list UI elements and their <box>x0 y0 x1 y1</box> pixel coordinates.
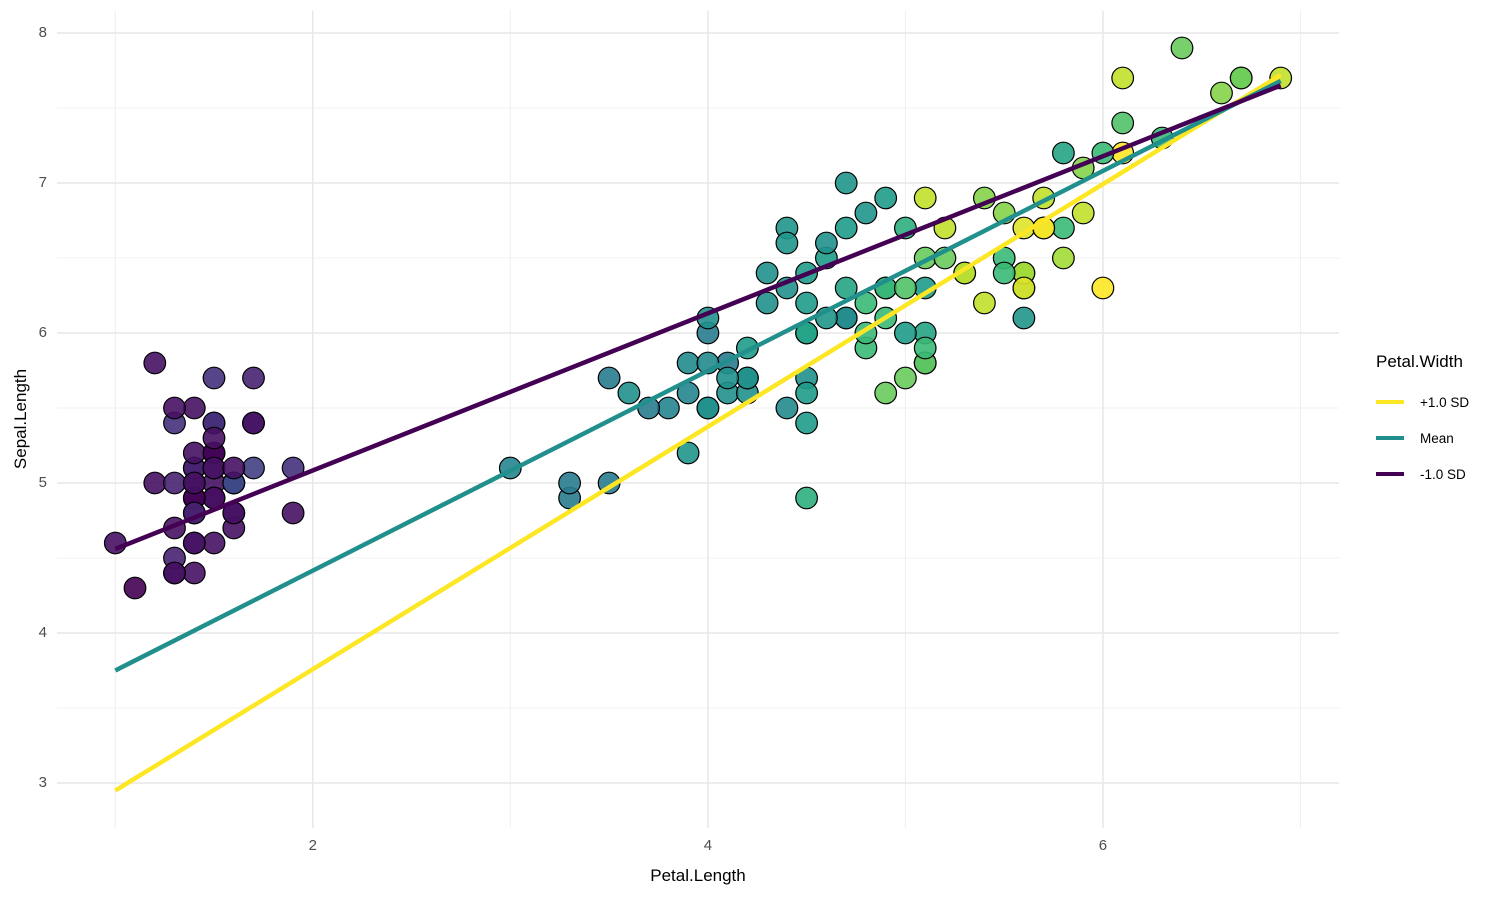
data-point <box>1091 276 1115 300</box>
data-point <box>617 381 641 405</box>
data-point <box>1051 141 1075 165</box>
data-point <box>775 396 799 420</box>
data-point <box>834 306 858 330</box>
y-tick-label: 8 <box>38 24 47 41</box>
data-point <box>1051 246 1075 270</box>
data-point <box>795 411 818 435</box>
x-tick-label: 4 <box>703 837 713 854</box>
y-tick-label: 6 <box>38 324 47 341</box>
legend-entry-label: Mean <box>1420 430 1454 446</box>
data-point <box>755 261 779 285</box>
data-point <box>182 441 206 465</box>
data-point <box>182 396 206 420</box>
data-point <box>1210 81 1233 105</box>
data-point <box>242 456 265 480</box>
data-point <box>202 456 226 480</box>
data-point <box>815 231 838 255</box>
plus-1sd-line-swatch <box>1376 399 1404 405</box>
data-point <box>222 456 246 480</box>
data-point <box>123 576 147 600</box>
data-point <box>894 321 917 345</box>
data-point <box>143 471 167 495</box>
legend-entry-plus-1sd: +1.0 SD <box>1376 393 1469 411</box>
data-point <box>755 291 779 315</box>
data-point <box>874 381 898 405</box>
data-point <box>894 276 917 300</box>
data-point <box>182 561 206 585</box>
legend-entry-label: -1.0 SD <box>1420 466 1466 482</box>
legend-entry-mean: Mean <box>1376 429 1454 447</box>
data-point <box>874 186 898 210</box>
x-tick-label: 6 <box>1098 837 1108 854</box>
data-point <box>973 291 996 315</box>
data-point <box>834 171 858 195</box>
data-point <box>103 531 127 555</box>
data-point <box>1111 111 1135 135</box>
data-point <box>894 366 917 390</box>
legend-entry-label: +1.0 SD <box>1420 394 1470 410</box>
mean-line-swatch <box>1376 435 1404 441</box>
data-point <box>242 366 265 390</box>
data-point <box>182 471 206 495</box>
data-point <box>992 261 1016 285</box>
data-point <box>1051 216 1075 240</box>
data-point <box>202 366 226 390</box>
data-point <box>775 231 799 255</box>
data-point <box>143 351 167 375</box>
y-tick-label: 5 <box>38 474 47 491</box>
data-point <box>854 201 878 225</box>
regression-lines <box>114 73 1282 793</box>
data-point <box>1170 36 1194 60</box>
legend-title: Petal.Width <box>1376 352 1463 371</box>
x-axis-title: Petal.Length <box>650 866 746 885</box>
data-point <box>202 426 226 450</box>
data-point <box>913 186 937 210</box>
data-point <box>834 216 858 240</box>
y-tick-label: 4 <box>38 624 47 641</box>
legend-entry-minus-1sd: -1.0 SD <box>1376 465 1466 483</box>
data-point <box>795 381 818 405</box>
data-point <box>1229 66 1253 90</box>
data-point <box>913 336 937 360</box>
data-point <box>676 351 700 375</box>
data-point <box>1012 276 1036 300</box>
y-tick-label: 7 <box>38 174 47 191</box>
data-point <box>182 531 206 555</box>
data-point <box>163 471 186 495</box>
data-point <box>716 366 739 390</box>
data-point <box>281 501 305 525</box>
data-point <box>795 486 818 510</box>
data-point <box>597 366 621 390</box>
data-point <box>1111 66 1135 90</box>
data-point <box>1071 201 1095 225</box>
minus-1sd-line-swatch <box>1376 471 1404 477</box>
data-point <box>558 471 581 495</box>
data-point <box>163 561 186 585</box>
data-point <box>736 366 759 390</box>
fit-line <box>114 83 1282 552</box>
data-point <box>696 396 720 420</box>
data-point <box>795 291 818 315</box>
fit-line <box>114 78 1282 673</box>
data-point <box>202 531 226 555</box>
data-point <box>163 396 186 420</box>
data-point <box>1012 306 1036 330</box>
y-axis-title: Sepal.Length <box>11 368 30 470</box>
data-point <box>242 411 265 435</box>
fit-line <box>114 73 1282 793</box>
scatter-points <box>103 36 1293 600</box>
data-point <box>657 396 680 420</box>
x-tick-label: 2 <box>308 837 317 854</box>
data-point <box>676 441 700 465</box>
y-tick-label: 3 <box>38 774 47 791</box>
